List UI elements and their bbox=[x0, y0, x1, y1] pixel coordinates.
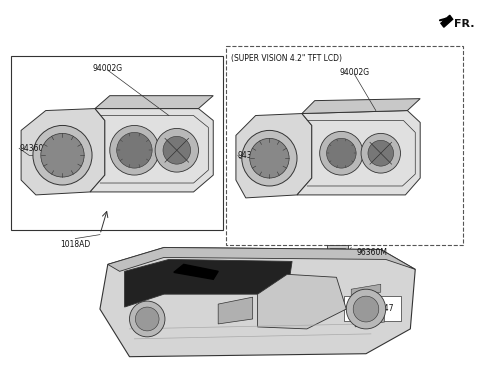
Polygon shape bbox=[236, 114, 312, 198]
Polygon shape bbox=[297, 111, 420, 195]
Circle shape bbox=[346, 289, 386, 329]
Text: REF.84-847: REF.84-847 bbox=[351, 304, 394, 313]
Polygon shape bbox=[258, 274, 346, 329]
Polygon shape bbox=[21, 108, 105, 195]
Polygon shape bbox=[108, 248, 415, 271]
Circle shape bbox=[135, 307, 159, 331]
Text: FR.: FR. bbox=[454, 19, 474, 29]
Circle shape bbox=[368, 140, 394, 166]
Text: 1018AD: 1018AD bbox=[60, 239, 90, 249]
Circle shape bbox=[33, 125, 92, 185]
Text: 94002G: 94002G bbox=[92, 64, 122, 73]
Circle shape bbox=[353, 296, 379, 322]
Circle shape bbox=[163, 137, 191, 164]
FancyBboxPatch shape bbox=[326, 245, 348, 262]
Text: 96360M: 96360M bbox=[356, 248, 387, 256]
Circle shape bbox=[242, 130, 297, 186]
Circle shape bbox=[41, 133, 84, 177]
Polygon shape bbox=[90, 108, 213, 192]
Polygon shape bbox=[441, 15, 453, 27]
Circle shape bbox=[110, 125, 159, 175]
Polygon shape bbox=[95, 96, 213, 108]
Circle shape bbox=[155, 128, 198, 172]
Text: 94360A: 94360A bbox=[19, 144, 49, 153]
Polygon shape bbox=[174, 265, 218, 279]
Circle shape bbox=[117, 132, 152, 168]
Polygon shape bbox=[355, 314, 384, 327]
Circle shape bbox=[326, 138, 356, 168]
Polygon shape bbox=[218, 297, 252, 324]
Circle shape bbox=[250, 138, 289, 178]
Polygon shape bbox=[353, 299, 383, 312]
Text: 94360A: 94360A bbox=[238, 151, 267, 160]
Text: 94002G: 94002G bbox=[339, 68, 369, 77]
Polygon shape bbox=[100, 248, 415, 357]
Circle shape bbox=[361, 133, 400, 173]
Polygon shape bbox=[351, 284, 381, 297]
FancyBboxPatch shape bbox=[330, 248, 345, 259]
Circle shape bbox=[320, 131, 363, 175]
Polygon shape bbox=[302, 99, 420, 114]
Polygon shape bbox=[125, 259, 292, 307]
Text: (SUPER VISION 4.2" TFT LCD): (SUPER VISION 4.2" TFT LCD) bbox=[231, 54, 342, 63]
Circle shape bbox=[130, 301, 165, 337]
